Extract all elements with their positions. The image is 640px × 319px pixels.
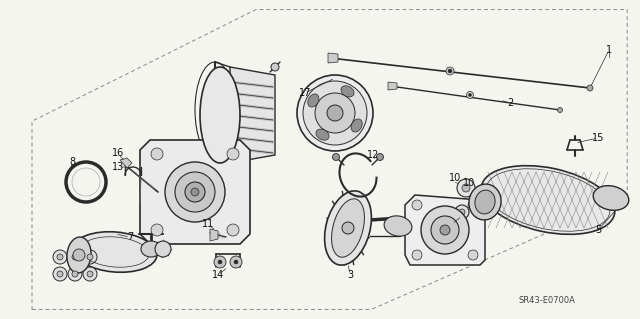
Circle shape [315,93,355,133]
Text: 16: 16 [112,148,124,158]
Circle shape [476,194,484,202]
Polygon shape [328,53,338,63]
Text: SR43-E0700A: SR43-E0700A [518,296,575,305]
Circle shape [175,172,215,212]
Circle shape [459,209,465,215]
Circle shape [151,224,163,236]
Text: 7: 7 [127,232,133,242]
Ellipse shape [73,232,157,272]
Circle shape [440,225,450,235]
Text: 15: 15 [592,133,604,143]
Ellipse shape [593,186,628,210]
Polygon shape [120,158,132,168]
Circle shape [557,108,563,113]
Text: 13: 13 [112,162,124,172]
Circle shape [185,182,205,202]
Circle shape [227,224,239,236]
Circle shape [83,267,97,281]
Circle shape [191,188,199,196]
Text: 3: 3 [347,270,353,280]
Circle shape [446,67,454,75]
Ellipse shape [141,241,161,257]
Circle shape [151,148,163,160]
Circle shape [462,184,470,192]
Polygon shape [405,195,485,265]
Text: 14: 14 [212,270,224,280]
Circle shape [333,153,339,160]
Circle shape [271,63,279,71]
Circle shape [327,105,343,121]
Circle shape [214,256,226,268]
Circle shape [342,222,354,234]
Circle shape [53,250,67,264]
Circle shape [468,250,478,260]
Ellipse shape [351,119,362,132]
Circle shape [421,206,469,254]
Circle shape [53,267,67,281]
Circle shape [412,250,422,260]
Ellipse shape [324,191,371,265]
Text: 17: 17 [299,88,311,98]
Text: 2: 2 [507,98,513,108]
Circle shape [467,92,474,99]
Text: 5: 5 [595,225,601,235]
Text: 10: 10 [463,178,475,188]
Ellipse shape [475,190,495,214]
Circle shape [87,271,93,277]
Circle shape [218,260,222,264]
Ellipse shape [469,184,501,220]
Circle shape [230,256,242,268]
Polygon shape [210,229,218,241]
Ellipse shape [384,216,412,236]
Circle shape [468,93,472,97]
Circle shape [72,254,78,260]
Circle shape [68,267,82,281]
Circle shape [57,254,63,260]
Ellipse shape [341,86,354,97]
Ellipse shape [481,166,615,234]
Circle shape [376,153,383,160]
Circle shape [68,250,82,264]
Polygon shape [230,67,275,163]
Circle shape [471,189,489,207]
Circle shape [455,205,469,219]
Circle shape [297,75,373,151]
Circle shape [57,271,63,277]
Circle shape [234,260,238,264]
Text: 12: 12 [367,150,379,160]
Ellipse shape [316,129,329,140]
Circle shape [587,85,593,91]
Circle shape [457,179,475,197]
Circle shape [468,200,478,210]
Text: 1: 1 [606,45,612,55]
Circle shape [87,254,93,260]
Ellipse shape [67,237,91,273]
Circle shape [83,250,97,264]
Circle shape [155,241,171,257]
Circle shape [412,200,422,210]
Text: 8: 8 [69,157,75,167]
Polygon shape [388,82,397,90]
Circle shape [227,148,239,160]
Text: 9: 9 [449,219,455,229]
Circle shape [303,81,367,145]
Circle shape [72,271,78,277]
Circle shape [448,69,452,73]
Circle shape [431,216,459,244]
Ellipse shape [308,94,319,107]
Circle shape [165,162,225,222]
Ellipse shape [200,67,240,163]
Text: 11: 11 [202,219,214,229]
Circle shape [73,249,85,261]
Ellipse shape [332,199,364,257]
Polygon shape [140,140,250,244]
Text: 10: 10 [449,173,461,183]
